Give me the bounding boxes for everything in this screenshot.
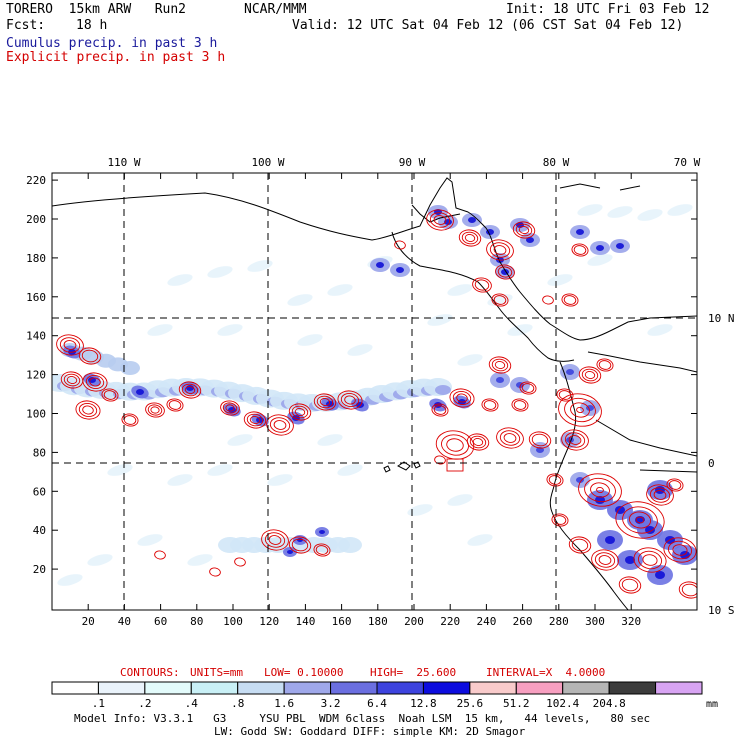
latitude-label: 0 (708, 457, 715, 470)
init-time: Init: 18 UTC Fri 03 Feb 12 (506, 2, 710, 17)
contour-units: UNITS=mm (190, 666, 243, 679)
y-tick-label: 160 (26, 291, 46, 304)
x-tick-label: 260 (513, 615, 533, 628)
axis-labels: 20 40 60 80 100 120 140 160 180 200 220 240 260 280 30… (26, 156, 734, 628)
contour-interval: INTERVAL=X 4.0000 (486, 666, 606, 679)
y-tick-label: 40 (33, 524, 46, 537)
coastlines (52, 177, 697, 610)
contour-info: CONTOURS: UNITS=mm LOW= 0.10000 HIGH= 25… (0, 666, 740, 744)
latitude-label: 10 S (708, 604, 735, 617)
y-tick-label: 100 (26, 408, 46, 421)
forecast-label: Fcst: (6, 18, 46, 33)
x-tick-label: 220 (440, 615, 460, 628)
cumulus-field-title: Cumulus precip. in past 3 h (6, 36, 218, 51)
forecast-hours: 18 h (76, 18, 108, 33)
y-tick-label: 20 (33, 563, 46, 576)
y-tick-label: 60 (33, 485, 46, 498)
x-tick-label: 200 (404, 615, 424, 628)
x-tick-label: 80 (190, 615, 203, 628)
latitude-label: 10 N (708, 312, 735, 325)
longitude-label: 100 W (251, 156, 284, 169)
precipitation-map: 20 40 60 80 100 120 140 160 180 200 220 240 260 280 30… (26, 156, 734, 628)
y-tick-label: 200 (26, 213, 46, 226)
x-tick-label: 60 (154, 615, 167, 628)
map-frame (51, 172, 698, 611)
x-tick-label: 140 (295, 615, 315, 628)
x-tick-label: 120 (259, 615, 279, 628)
contour-high: HIGH= 25.600 (370, 666, 457, 679)
precip-layer (52, 177, 697, 610)
y-tick-label: 80 (33, 446, 46, 459)
org-label: NCAR/MMM (244, 2, 307, 17)
lat-lon-grid (52, 173, 697, 610)
model-title: TORERO 15km ARW Run2 (6, 2, 187, 17)
y-tick-label: 180 (26, 252, 46, 265)
x-tick-label: 240 (476, 615, 496, 628)
x-tick-label: 320 (621, 615, 641, 628)
explicit-field-title: Explicit precip. in past 3 h (6, 50, 226, 65)
x-tick-label: 100 (223, 615, 243, 628)
x-tick-label: 180 (368, 615, 388, 628)
x-tick-label: 280 (549, 615, 569, 628)
longitude-label: 80 W (543, 156, 570, 169)
x-tick-label: 40 (118, 615, 131, 628)
y-tick-label: 120 (26, 369, 46, 382)
axis-ticks (52, 173, 697, 610)
y-tick-label: 220 (26, 174, 46, 187)
x-tick-label: 300 (585, 615, 605, 628)
longitude-label: 110 W (107, 156, 140, 169)
x-tick-label: 160 (332, 615, 352, 628)
contour-label: CONTOURS: (120, 666, 180, 679)
contour-low: LOW= 0.10000 (264, 666, 344, 679)
longitude-label: 70 W (674, 156, 701, 169)
longitude-label: 90 W (399, 156, 426, 169)
valid-time: Valid: 12 UTC Sat 04 Feb 12 (06 CST Sat … (292, 18, 684, 33)
x-tick-label: 20 (82, 615, 95, 628)
model-info: Model Info: V3.3.1 G3 YSU PBL WDM 6class… (74, 712, 651, 725)
y-tick-label: 140 (26, 330, 46, 343)
physics-info: LW: Godd SW: Goddard DIFF: simple KM: 2D… (214, 725, 526, 738)
